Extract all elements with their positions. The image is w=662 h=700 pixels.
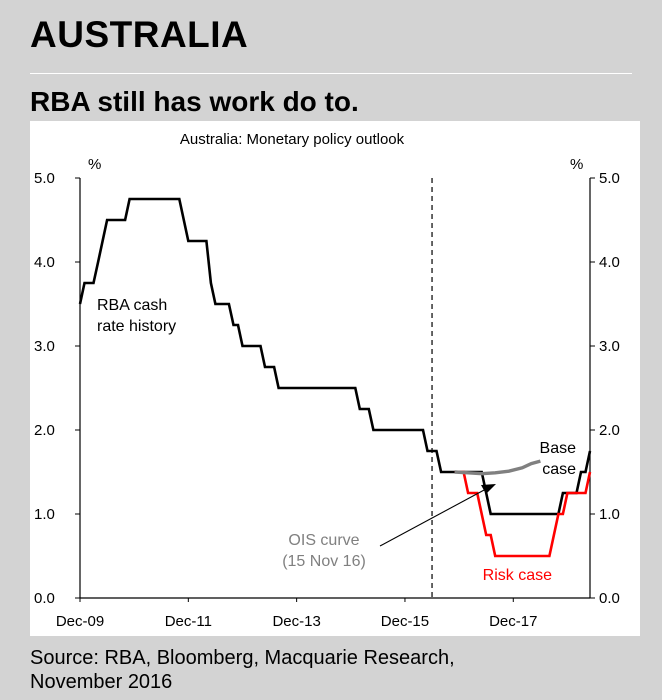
y-tick-label-right: 5.0 [599,170,620,187]
annotation-ois-curve-line1: OIS curve [288,532,359,549]
series-line-rba-cash-rate-history [78,197,455,474]
x-tick-label: Dec-09 [56,613,104,630]
heading-divider [30,73,632,74]
series-line-base-case [454,450,592,516]
x-tick-label: Dec-11 [165,613,212,630]
y-tick-label-left: 2.0 [34,422,55,439]
source-line-2: November 2016 [30,671,173,693]
source-note: Source: RBA, Bloomberg, Macquarie Resear… [30,646,455,694]
y-tick-label-left: 4.0 [34,254,55,271]
y-tick-label-right: 0.0 [599,590,620,607]
series-line-ois-curve-15-nov-16 [454,459,541,476]
chart-panel: Australia: Monetary policy outlook % % 0… [30,121,640,636]
right-axis-unit: % [570,156,583,173]
page-heading: AUSTRALIA [30,14,249,55]
ois-arrow-line [379,488,487,547]
y-tick-label-right: 1.0 [599,506,620,523]
y-tick-label-left: 1.0 [34,506,55,523]
x-tick-label: Dec-15 [381,613,429,630]
ois-arrow-head [481,484,496,494]
y-tick-label-right: 2.0 [599,422,620,439]
y-tick-label-left: 3.0 [34,338,55,355]
page-subheading: RBA still has work do to. [30,86,359,117]
annotation-rba-history-line2: rate history [97,318,176,335]
source-line-1: Source: RBA, Bloomberg, Macquarie Resear… [30,647,455,669]
series-layer [78,197,592,558]
axis-ticks: 0.0 0.0 1.0 1.0 2.0 2.0 3.0 3.0 4.0 4.0 5.0 5.0 Dec-… [34,170,620,630]
series-line-risk-case [454,470,592,558]
x-tick-label: Dec-13 [272,613,320,630]
annotation-base-case-line2: case [542,461,576,478]
y-tick-label-left: 5.0 [34,170,55,187]
y-tick-label-left: 0.0 [34,590,55,607]
y-tick-label-right: 3.0 [599,338,620,355]
annotation-ois-curve-line2: (15 Nov 16) [282,553,366,570]
x-tick-label: Dec-17 [489,613,537,630]
y-tick-label-right: 4.0 [599,254,620,271]
chart-svg: Australia: Monetary policy outlook % % 0… [34,131,620,630]
annotation-risk-case: Risk case [483,567,552,584]
chart-title: Australia: Monetary policy outlook [180,131,405,148]
left-axis-unit: % [88,156,101,173]
annotation-base-case-line1: Base [540,440,577,457]
annotation-rba-history-line1: RBA cash [97,297,167,314]
